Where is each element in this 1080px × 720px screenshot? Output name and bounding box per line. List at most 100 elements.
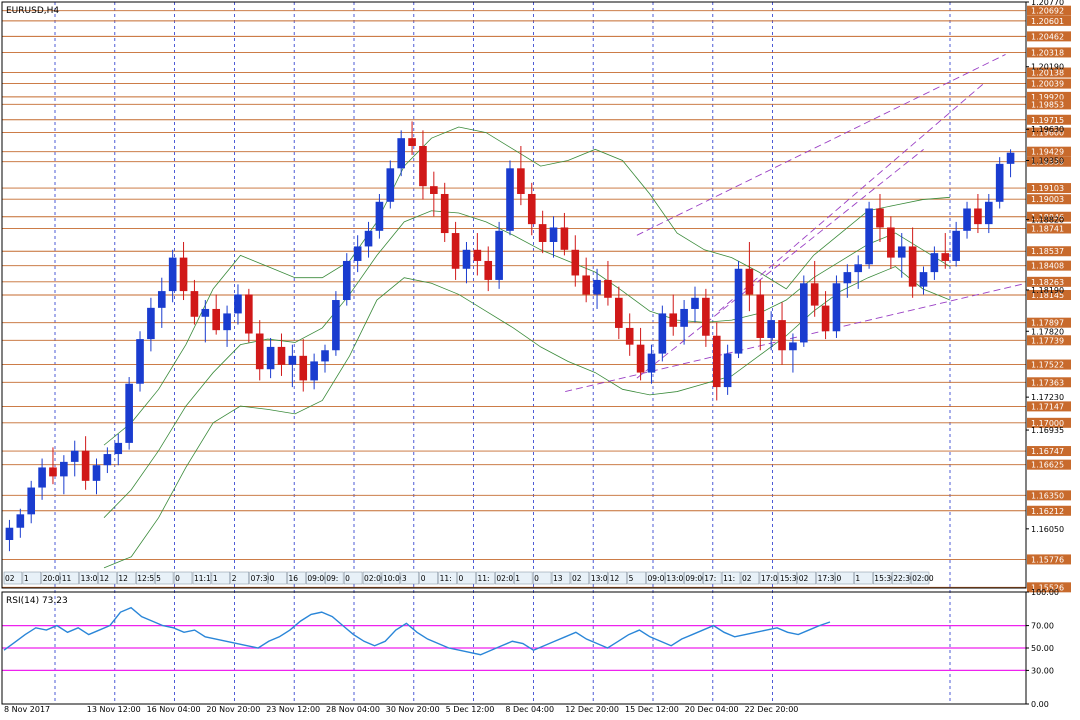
- price-level-label: 1.19715: [1031, 116, 1064, 125]
- time-strip-cell: [891, 571, 911, 585]
- price-axis-label: 1.17820: [1031, 327, 1064, 336]
- time-strip-label: 0: [534, 574, 539, 583]
- price-axis-label: 1.20190: [1031, 63, 1064, 72]
- candle-body: [756, 294, 765, 338]
- candle-body: [887, 227, 895, 258]
- price-level-label: 1.18741: [1031, 224, 1064, 233]
- price-level-box: [1027, 78, 1071, 89]
- time-strip-cell: [627, 571, 646, 585]
- time-strip-cell: [532, 571, 552, 585]
- candle-body: [517, 168, 525, 194]
- candle-body: [538, 224, 547, 242]
- candle-body: [277, 346, 286, 365]
- time-strip-cell: [3, 571, 23, 585]
- time-strip-cell: [287, 571, 306, 585]
- price-axis-label: 1.16050: [1031, 525, 1064, 534]
- candle-body: [593, 279, 601, 295]
- time-strip-label: 02:00: [364, 574, 386, 583]
- time-strip-cell: [457, 571, 476, 585]
- candle-body: [288, 355, 297, 365]
- date-tick-label: 8 Nov 2017: [4, 705, 50, 714]
- price-level-box: [1027, 276, 1071, 287]
- price-level-label: 1.17739: [1031, 336, 1064, 345]
- candle-body: [375, 201, 384, 231]
- candle-body: [245, 294, 253, 334]
- candle-body: [353, 246, 362, 261]
- price-level-box: [1027, 99, 1071, 110]
- price-level-box: [1027, 183, 1071, 194]
- time-strip-cell: [476, 571, 495, 585]
- time-strip-cell: [665, 571, 684, 585]
- price-level-label: 1.20138: [1031, 69, 1064, 78]
- axes: 8 Nov 2017 13 Nov 12:00 16 Nov 04:00 20 Nov…: [1, 0, 1064, 714]
- candle-body: [582, 275, 590, 295]
- bollinger-bands: [103, 126, 951, 569]
- time-strip-cell: [381, 571, 401, 585]
- time-strip-cell: [325, 571, 344, 585]
- time-strip-cell: [608, 571, 627, 585]
- time-strip-label: 09:: [326, 574, 338, 583]
- time-strip-cell: [495, 571, 514, 585]
- candle-body: [114, 442, 123, 455]
- price-level-label: 1.19003: [1031, 195, 1064, 204]
- price-level-box: [1027, 246, 1071, 257]
- date-tick-label: 30 Nov 20:00: [386, 705, 440, 714]
- rsi-panel: 100.00 70.00 50.00 30.00 0.00: [2, 588, 1059, 709]
- candle-body: [342, 260, 351, 301]
- price-level-label: 1.17522: [1031, 361, 1064, 370]
- candle-body: [212, 308, 221, 331]
- time-strip-cell: [513, 571, 533, 585]
- time-strip-cell: [910, 571, 930, 585]
- rsi-label: RSI(14) 73.23: [6, 596, 68, 606]
- candle-body: [821, 305, 830, 332]
- candle-body: [234, 294, 242, 314]
- candle-body: [658, 313, 667, 354]
- price-level-label: 1.17147: [1031, 402, 1064, 411]
- time-strip-label: 12:57: [137, 574, 159, 583]
- candle-body: [179, 257, 188, 292]
- time-strip-label: 02: [799, 574, 809, 583]
- candle-body: [527, 193, 536, 225]
- time-strip-cell: [60, 571, 79, 585]
- candle-body: [625, 327, 634, 345]
- candle-body: [364, 230, 373, 247]
- date-tick-label: 23 Nov 12:00: [266, 705, 320, 714]
- time-strip-cell: [362, 571, 382, 585]
- time-strip-cell: [854, 571, 873, 585]
- price-axis-label: 1.19350: [1031, 156, 1064, 165]
- candle-body: [495, 230, 503, 280]
- time-strip-label: 5: [156, 574, 161, 583]
- time-strip-label: 12: [610, 574, 620, 583]
- price-level-box: [1027, 377, 1071, 388]
- price-level-label: 1.20039: [1031, 80, 1064, 89]
- price-level-label: 1.18145: [1031, 291, 1064, 300]
- candle-body: [49, 467, 57, 477]
- candle-body: [397, 138, 405, 169]
- time-strip-cell: [570, 571, 590, 585]
- candle-body: [310, 361, 318, 381]
- candle-body: [702, 297, 710, 336]
- time-strip-cell: [79, 571, 98, 585]
- candle-body: [451, 233, 460, 269]
- price-level-label: 1.20692: [1031, 7, 1064, 16]
- time-strip-label: 17:0: [761, 574, 778, 583]
- price-level-box: [1027, 290, 1071, 300]
- time-strip-label: 13:0: [81, 574, 98, 583]
- time-strip-label: 10:00: [383, 574, 405, 583]
- time-strip-label: 02: [5, 574, 15, 583]
- candle-body: [919, 272, 928, 287]
- candle-body: [201, 308, 210, 317]
- time-strip-cell: [211, 571, 231, 585]
- price-axis-label: 1.18820: [1031, 216, 1064, 225]
- rsi-axis-label: 30.00: [1031, 666, 1054, 675]
- candle-body: [332, 300, 340, 351]
- candle-body: [669, 313, 678, 327]
- time-strip-label: 15:30: [874, 574, 896, 583]
- rsi-plot-frame: [1, 591, 1027, 705]
- time-strip-label: 11:: [477, 574, 489, 583]
- time-strip-label: 0: [459, 574, 464, 583]
- price-level-label: 1.15526: [1031, 583, 1064, 592]
- time-strip-label: 1: [24, 574, 29, 583]
